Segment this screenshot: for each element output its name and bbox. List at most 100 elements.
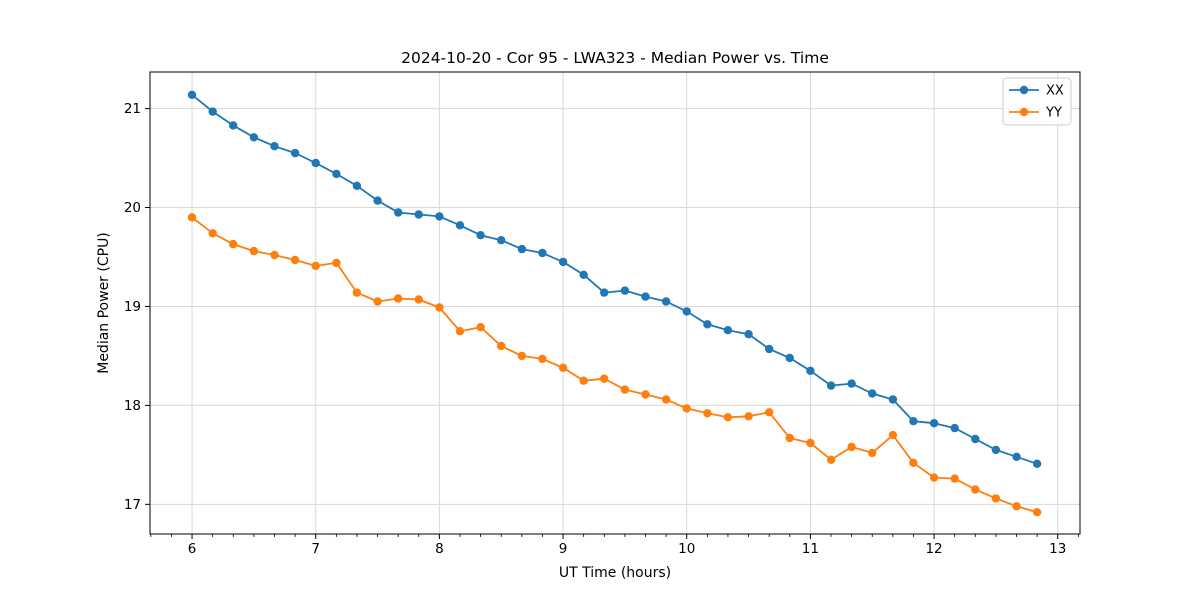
series-yy-point bbox=[826, 455, 836, 464]
series-yy-point bbox=[785, 433, 794, 443]
series-xx-point bbox=[373, 196, 382, 205]
series-yy-point bbox=[909, 458, 918, 467]
series-yy-point bbox=[765, 408, 774, 417]
series-xx-point bbox=[352, 181, 362, 190]
y-tick-label: 18 bbox=[124, 398, 141, 414]
y-tick-label: 17 bbox=[124, 497, 141, 513]
series-yy-point bbox=[1032, 508, 1042, 517]
series-xx-point bbox=[208, 107, 217, 116]
series-xx-point bbox=[517, 244, 527, 254]
x-tick-label: 8 bbox=[435, 541, 444, 557]
y-axis-label: Median Power (CPU) bbox=[96, 232, 112, 374]
series-xx-point bbox=[579, 270, 588, 279]
series-xx-point bbox=[847, 379, 856, 388]
series-yy-point bbox=[332, 258, 341, 268]
series-yy-point bbox=[847, 442, 856, 452]
series-xx-point bbox=[661, 297, 671, 306]
y-tick-label: 21 bbox=[124, 101, 141, 117]
legend-marker bbox=[1019, 107, 1029, 117]
series-yy-point bbox=[558, 363, 568, 372]
series-yy-point bbox=[352, 288, 362, 297]
series-xx-point bbox=[311, 158, 320, 168]
series-yy-point bbox=[517, 351, 527, 361]
y-tick-label: 20 bbox=[124, 200, 141, 216]
series-yy-point bbox=[641, 390, 650, 399]
x-tick-label: 7 bbox=[311, 541, 320, 557]
series-xx-point bbox=[476, 231, 485, 240]
series-xx-point bbox=[723, 326, 733, 335]
x-tick-label: 10 bbox=[678, 541, 695, 557]
series-yy-point bbox=[579, 376, 588, 385]
series-yy-point bbox=[600, 374, 609, 383]
series-yy-point bbox=[435, 303, 444, 312]
series-yy-point bbox=[971, 485, 980, 494]
legend-label: XX bbox=[1046, 84, 1064, 99]
series-yy-point bbox=[1012, 502, 1021, 511]
series-yy-point bbox=[229, 239, 238, 249]
series-xx-point bbox=[620, 286, 630, 295]
series-xx-point bbox=[455, 221, 465, 230]
series-xx-point bbox=[332, 169, 341, 179]
series-xx-point bbox=[290, 148, 300, 158]
series-xx-point bbox=[435, 212, 444, 221]
series-yy-point bbox=[703, 409, 712, 418]
chart-title: 2024-10-20 - Cor 95 - LWA323 - Median Po… bbox=[401, 49, 829, 67]
x-tick-label: 11 bbox=[802, 541, 819, 557]
series-yy-point bbox=[868, 448, 877, 458]
series-xx-point bbox=[600, 288, 609, 297]
series-xx-point bbox=[497, 236, 506, 245]
legend-marker bbox=[1019, 85, 1029, 95]
series-xx-point bbox=[270, 142, 279, 151]
x-tick-label: 9 bbox=[559, 541, 568, 557]
series-xx-line bbox=[191, 94, 1038, 465]
legend-item-xx: XX bbox=[1009, 84, 1064, 99]
series-xx-point bbox=[538, 248, 547, 258]
series-xx-point bbox=[806, 366, 815, 375]
series-yy-point bbox=[538, 354, 547, 364]
series-xx-point bbox=[229, 121, 238, 130]
legend-label: YY bbox=[1045, 106, 1062, 121]
series-xx-point bbox=[703, 320, 712, 329]
series-yy-point bbox=[497, 341, 506, 351]
series-xx-point bbox=[1012, 452, 1021, 461]
series-yy-point bbox=[290, 255, 300, 265]
series-yy-point bbox=[682, 404, 691, 413]
x-tick-label: 6 bbox=[188, 541, 197, 557]
series-yy-point bbox=[950, 474, 959, 483]
series-yy-point bbox=[394, 294, 403, 303]
series-xx-point bbox=[929, 419, 939, 428]
series-xx-point bbox=[187, 90, 197, 100]
series-xx-point bbox=[682, 307, 691, 316]
series-xx-point bbox=[785, 353, 794, 363]
series-xx-point bbox=[888, 395, 898, 404]
series-yy-point bbox=[249, 246, 259, 256]
series-yy-point bbox=[991, 494, 1001, 503]
series-yy-point bbox=[744, 412, 753, 421]
series-xx-point bbox=[249, 133, 259, 142]
legend: XX YY bbox=[1002, 77, 1072, 126]
plot-border bbox=[149, 71, 1081, 535]
series-yy-point bbox=[270, 250, 279, 260]
series-yy-point bbox=[373, 297, 382, 306]
series-xx-point bbox=[744, 330, 753, 339]
series-xx-point bbox=[641, 292, 650, 301]
series-yy-point bbox=[723, 413, 733, 422]
series-xx-point bbox=[991, 445, 1001, 455]
series-xx-point bbox=[765, 344, 774, 354]
x-tick-label: 13 bbox=[1049, 541, 1066, 557]
series-yy-point bbox=[208, 229, 217, 238]
x-tick-label: 12 bbox=[925, 541, 942, 557]
series-xx-point bbox=[826, 381, 836, 390]
series-yy-point bbox=[929, 473, 939, 482]
legend-item-yy: YY bbox=[1009, 106, 1062, 121]
series-xx-point bbox=[1032, 459, 1042, 468]
series-yy-point bbox=[806, 438, 815, 448]
series-xx-point bbox=[394, 208, 403, 217]
series-yy-point bbox=[476, 323, 485, 332]
series-yy-point bbox=[620, 385, 630, 394]
series-yy-point bbox=[311, 261, 320, 271]
series-yy-line bbox=[191, 216, 1038, 514]
series-xx-point bbox=[971, 434, 980, 444]
